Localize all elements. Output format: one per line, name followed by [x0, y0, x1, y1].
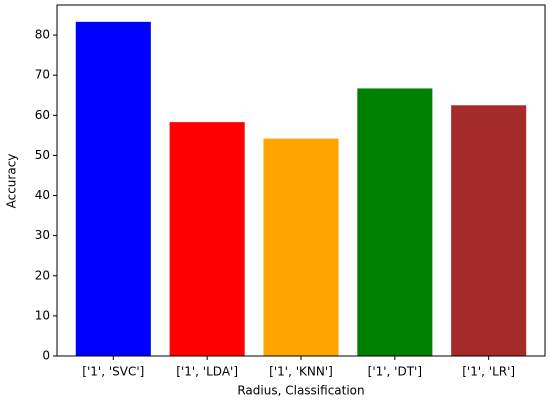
x-tick-label: ['1', 'LR'] — [462, 365, 515, 379]
bar — [451, 105, 527, 357]
x-tick-label: ['1', 'DT'] — [368, 365, 422, 379]
bar — [357, 88, 433, 356]
y-tick-label: 50 — [35, 148, 50, 162]
y-tick-label: 60 — [35, 108, 50, 122]
y-axis-label: Accuracy — [5, 154, 19, 209]
y-tick-label: 0 — [42, 349, 50, 363]
plot-frame — [56, 4, 546, 357]
x-axis-label: Radius, Classification — [237, 384, 364, 398]
y-tick-label: 40 — [35, 188, 50, 202]
bar — [263, 138, 339, 356]
x-tick-label: ['1', 'SVC'] — [82, 365, 144, 379]
bar — [75, 21, 151, 357]
y-tick-label: 80 — [35, 28, 50, 42]
y-tick-label: 10 — [35, 308, 50, 322]
y-tick-label: 70 — [35, 68, 50, 82]
y-tick-label: 30 — [35, 228, 50, 242]
x-tick-label: ['1', 'LDA'] — [176, 365, 238, 379]
x-tick-label: ['1', 'KNN'] — [269, 365, 333, 379]
bar — [169, 122, 245, 356]
y-tick-label: 20 — [35, 268, 50, 282]
